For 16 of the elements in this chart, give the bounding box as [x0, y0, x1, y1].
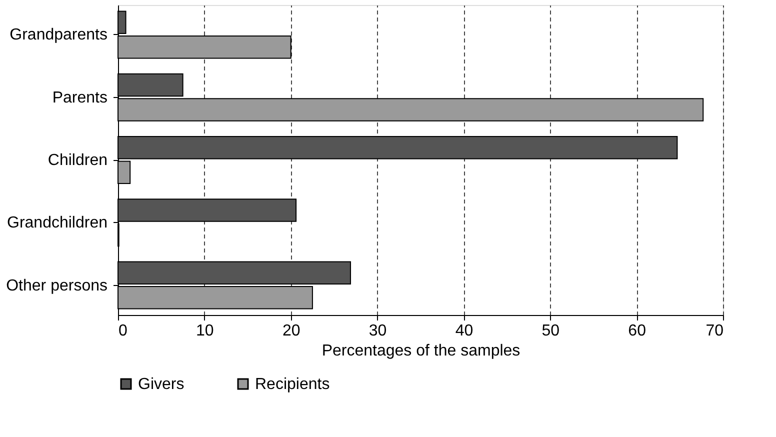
- x-tick-label: 60: [628, 322, 646, 340]
- y-tick-label: Other persons: [6, 277, 108, 294]
- x-tick-label: 10: [196, 322, 214, 340]
- x-axis-title: Percentages of the samples: [322, 342, 520, 360]
- x-tick-label: 50: [542, 322, 560, 340]
- x-tick-label: 20: [282, 322, 300, 340]
- x-tick-label: 70: [706, 322, 724, 340]
- y-tick-label: Children: [48, 152, 108, 169]
- y-tick-label: Grandparents: [10, 26, 108, 44]
- x-tick-label: 0: [118, 322, 128, 340]
- x-tick-label: 30: [368, 322, 387, 340]
- y-tick-label: Parents: [52, 89, 108, 106]
- legend-label: Recipients: [255, 376, 330, 393]
- legend-label: Givers: [138, 376, 184, 393]
- x-tick-label: 40: [455, 322, 474, 340]
- y-tick-label: Grandchildren: [7, 214, 108, 232]
